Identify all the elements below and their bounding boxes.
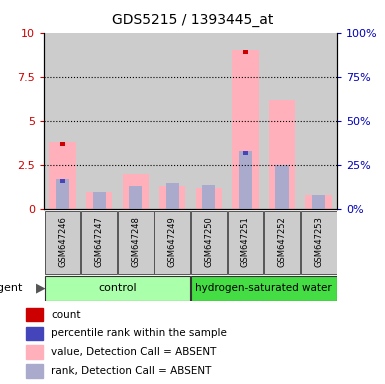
Text: GDS5215 / 1393445_at: GDS5215 / 1393445_at <box>112 13 273 27</box>
FancyBboxPatch shape <box>191 210 227 274</box>
Bar <box>92 192 106 209</box>
Bar <box>122 174 149 209</box>
Bar <box>300 33 337 209</box>
Bar <box>159 186 186 209</box>
Bar <box>129 186 142 209</box>
FancyBboxPatch shape <box>154 210 190 274</box>
Text: GSM647247: GSM647247 <box>95 217 104 267</box>
Bar <box>243 151 248 155</box>
Text: GSM647249: GSM647249 <box>168 217 177 267</box>
Bar <box>232 50 259 209</box>
Text: ▶: ▶ <box>36 281 45 295</box>
Bar <box>305 195 332 209</box>
Text: count: count <box>52 310 81 319</box>
Bar <box>56 179 69 209</box>
FancyBboxPatch shape <box>191 276 336 301</box>
Bar <box>264 33 300 209</box>
Bar <box>86 192 112 209</box>
Bar <box>196 188 222 209</box>
Text: rank, Detection Call = ABSENT: rank, Detection Call = ABSENT <box>52 366 212 376</box>
Bar <box>154 33 191 209</box>
FancyBboxPatch shape <box>264 210 300 274</box>
Text: percentile rank within the sample: percentile rank within the sample <box>52 328 228 338</box>
Bar <box>27 364 42 377</box>
Text: agent: agent <box>0 283 23 293</box>
FancyBboxPatch shape <box>45 276 190 301</box>
Text: GSM647252: GSM647252 <box>278 217 286 267</box>
Text: GSM647248: GSM647248 <box>131 217 140 267</box>
FancyBboxPatch shape <box>301 210 336 274</box>
FancyBboxPatch shape <box>81 210 117 274</box>
Bar <box>81 33 117 209</box>
Bar <box>239 151 252 209</box>
Bar <box>27 308 42 321</box>
Text: GSM647253: GSM647253 <box>314 217 323 267</box>
Bar <box>27 327 42 340</box>
Text: value, Detection Call = ABSENT: value, Detection Call = ABSENT <box>52 347 217 357</box>
FancyBboxPatch shape <box>118 210 154 274</box>
Bar <box>275 165 289 209</box>
Text: GSM647246: GSM647246 <box>58 217 67 267</box>
Bar <box>202 185 216 209</box>
Bar <box>166 183 179 209</box>
Bar <box>243 50 248 54</box>
Text: control: control <box>98 283 137 293</box>
Bar <box>312 195 325 209</box>
Bar <box>49 142 76 209</box>
Bar <box>27 345 42 359</box>
Bar <box>60 179 65 183</box>
Bar <box>269 100 295 209</box>
FancyBboxPatch shape <box>228 210 263 274</box>
Text: hydrogen-saturated water: hydrogen-saturated water <box>195 283 332 293</box>
Bar <box>44 33 81 209</box>
Text: GSM647251: GSM647251 <box>241 217 250 267</box>
Bar <box>60 142 65 146</box>
Text: GSM647250: GSM647250 <box>204 217 213 267</box>
Bar <box>227 33 264 209</box>
FancyBboxPatch shape <box>45 210 80 274</box>
Bar <box>191 33 227 209</box>
Bar <box>117 33 154 209</box>
